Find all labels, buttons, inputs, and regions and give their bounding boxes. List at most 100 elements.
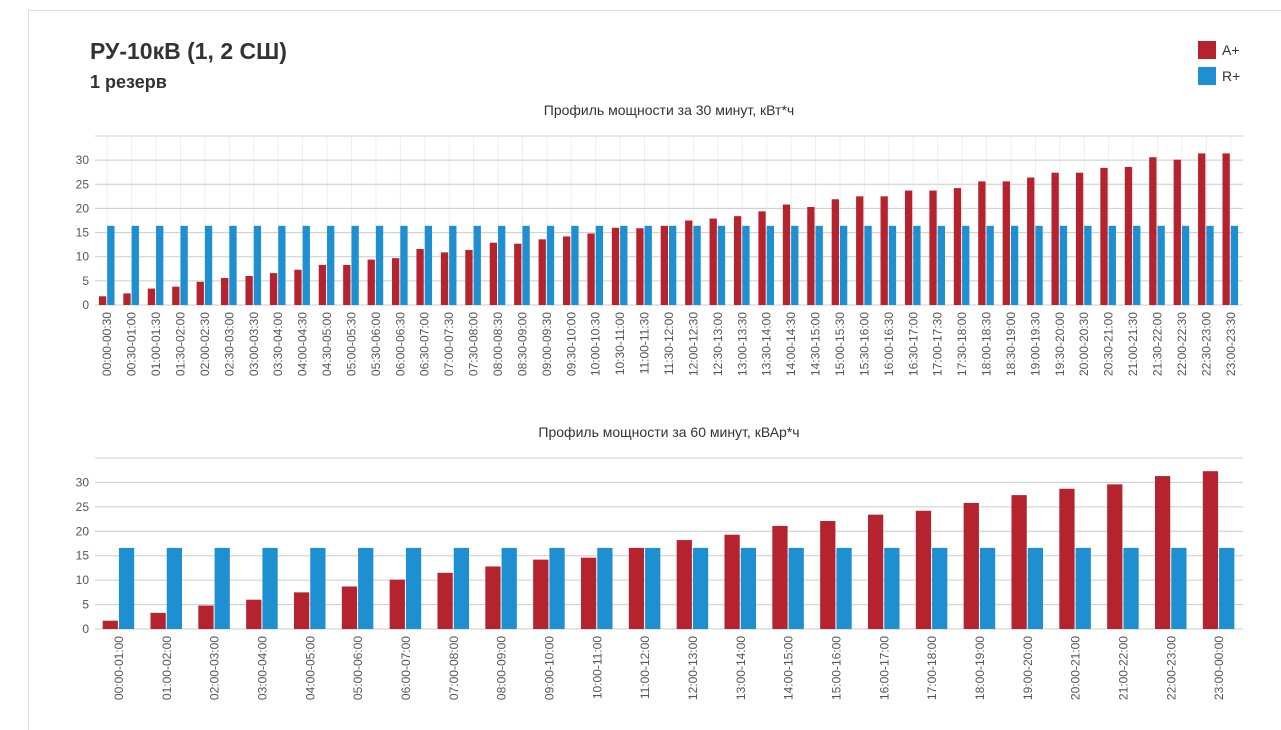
bar (758, 211, 766, 305)
x-tick-label: 04:00-04:30 (296, 312, 310, 376)
x-tick-label: 23:00-00:00 (1212, 636, 1226, 700)
bar (1100, 167, 1108, 305)
x-tick-label: 03:30-04:00 (271, 312, 285, 376)
bar (1011, 495, 1027, 629)
bar (118, 547, 135, 629)
x-tick-label: 01:00-02:00 (160, 636, 174, 700)
bar (1107, 484, 1123, 629)
x-tick-label: 00:00-01:00 (112, 636, 126, 700)
bar (514, 243, 522, 305)
bar (717, 225, 726, 305)
bar (327, 225, 335, 305)
bar (815, 225, 823, 305)
x-tick-label: 08:30-09:00 (515, 312, 529, 376)
bar (831, 199, 839, 305)
bar (733, 216, 742, 305)
bar (1171, 547, 1187, 629)
bar (449, 225, 457, 305)
x-tick-label: 06:00-06:30 (393, 312, 407, 376)
bar (196, 281, 204, 305)
x-tick-label: 19:00-20:00 (1021, 636, 1035, 700)
x-tick-label: 03:00-03:30 (247, 312, 261, 376)
bar (1202, 471, 1219, 629)
x-tick-label: 05:30-06:00 (369, 312, 383, 376)
bar (245, 276, 253, 305)
bar (856, 196, 864, 305)
x-tick-label: 14:00-15:00 (782, 636, 796, 700)
bar (692, 547, 709, 629)
page-subtitle: 1 резерв (90, 72, 167, 92)
bar (453, 547, 470, 629)
bar (645, 547, 661, 629)
y-tick-label: 0 (82, 622, 89, 636)
bar (546, 225, 555, 305)
x-tick-label: 16:00-17:00 (877, 636, 891, 700)
x-tick-label: 11:00-12:00 (638, 636, 652, 699)
bar (522, 225, 530, 305)
bar (172, 286, 180, 305)
bar (644, 225, 652, 305)
y-tick-label: 25 (76, 500, 90, 514)
legend-swatch (1198, 67, 1216, 85)
bar (98, 296, 107, 305)
bar (424, 225, 433, 305)
x-tick-label: 13:00-14:00 (734, 636, 748, 700)
x-tick-label: 14:00-14:30 (784, 312, 798, 376)
x-tick-label: 16:30-17:00 (906, 312, 920, 376)
x-tick-label: 05:00-06:00 (351, 636, 365, 700)
bar (742, 225, 750, 305)
bar (204, 225, 213, 305)
bar (123, 293, 131, 305)
x-tick-label: 15:30-16:00 (857, 312, 871, 376)
x-tick-label: 20:30-21:00 (1102, 312, 1116, 376)
bar (147, 288, 156, 305)
bar (501, 547, 517, 629)
bar (131, 225, 139, 305)
bar (246, 599, 262, 629)
bar (533, 559, 549, 629)
bar (262, 547, 278, 629)
bar (669, 225, 677, 305)
bar (392, 258, 400, 305)
x-tick-label: 12:30-13:00 (711, 312, 725, 376)
y-tick-label: 10 (76, 250, 90, 264)
bar (571, 225, 579, 305)
x-tick-label: 23:00-23:30 (1224, 312, 1238, 376)
x-tick-label: 03:00-04:00 (255, 636, 269, 700)
x-tick-label: 09:00-09:30 (540, 312, 554, 376)
bar (1124, 166, 1133, 305)
bar (465, 249, 473, 305)
y-tick-label: 5 (82, 598, 89, 612)
x-tick-label: 02:00-02:30 (198, 312, 212, 376)
bar (587, 233, 595, 305)
bar (1027, 547, 1044, 629)
bar (156, 225, 164, 305)
x-tick-label: 12:00-13:00 (686, 636, 700, 700)
bar (836, 547, 852, 629)
bar (102, 620, 118, 629)
bar (358, 547, 374, 629)
bar (389, 579, 405, 629)
x-tick-label: 06:30-07:00 (418, 312, 432, 376)
x-tick-label: 04:00-05:00 (303, 636, 317, 700)
x-tick-label: 06:00-07:00 (399, 636, 413, 700)
bar (1157, 225, 1165, 305)
x-tick-label: 10:00-11:00 (590, 636, 604, 699)
chart-title: Профиль мощности за 30 минут, кВт*ч (544, 102, 794, 118)
bar (1149, 157, 1157, 305)
bar (915, 510, 932, 629)
x-tick-label: 01:00-01:30 (149, 312, 163, 376)
bar (150, 612, 166, 629)
bar (1075, 172, 1084, 305)
bar (620, 225, 628, 305)
y-tick-label: 15 (76, 549, 90, 563)
x-tick-label: 16:00-16:30 (882, 312, 896, 376)
bar (343, 264, 351, 305)
x-tick-label: 13:00-13:30 (735, 312, 749, 376)
bar (888, 225, 897, 305)
chart-title: Профиль мощности за 60 минут, кВАр*ч (538, 424, 799, 440)
bar (636, 228, 644, 305)
bar (400, 225, 408, 305)
x-tick-label: 19:00-19:30 (1028, 312, 1042, 376)
